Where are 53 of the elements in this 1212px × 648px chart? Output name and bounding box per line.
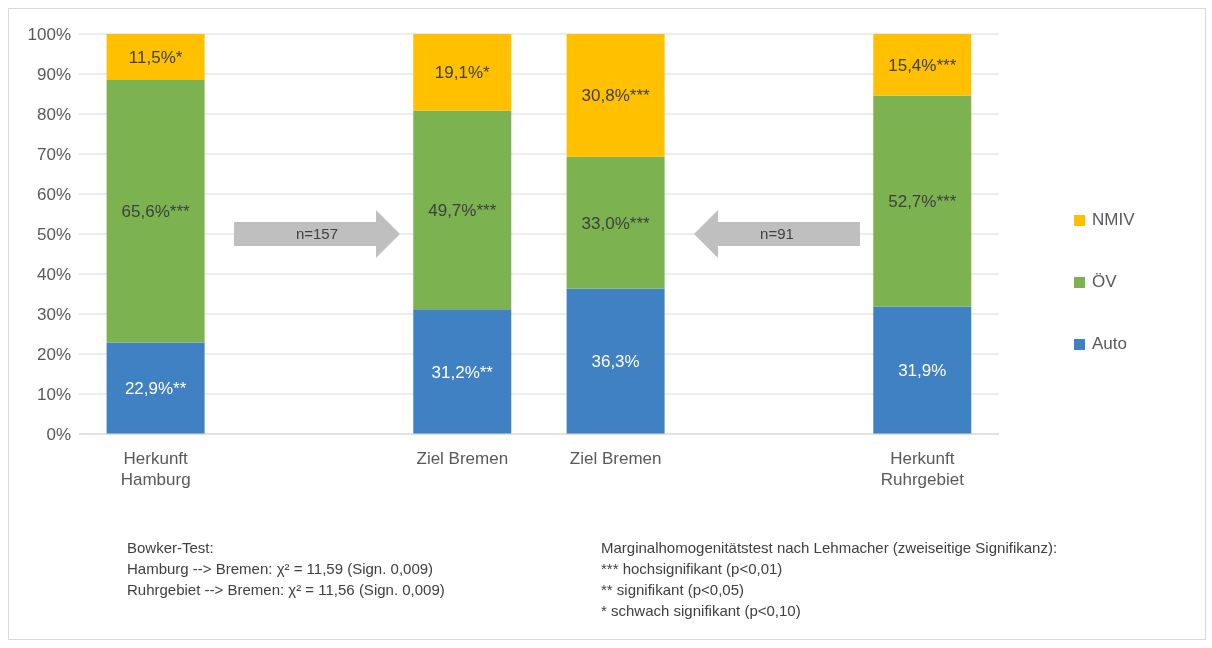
text: Marginalhomogenitätstest nach Lehmacher (zweiseitige Signifikanz):	[601, 538, 1058, 558]
annotation: n=91	[759, 225, 795, 242]
data-label: 30,8%***	[581, 86, 650, 106]
arrow-icon: n=91	[694, 210, 860, 258]
data-label: 31,9%	[898, 361, 947, 381]
text: Ruhrgebiet --> Bremen: χ² = 11,56 (Sign. 0,009)	[127, 580, 445, 600]
data-label: 11,5%*	[128, 48, 183, 67]
y-tick-label: 10%	[36, 385, 71, 405]
text: *** hochsignifikant (p<0,01)	[601, 559, 784, 579]
y-tick-label: 80%	[36, 105, 71, 125]
bar	[873, 34, 972, 96]
legend-label: Auto	[1092, 334, 1127, 354]
text: Bowker-Test:	[127, 538, 215, 558]
legend-label: NMIV	[1092, 210, 1135, 230]
bar	[106, 342, 205, 434]
data-label: 31,2%**	[431, 362, 494, 382]
y-tick-label: 40%	[36, 265, 71, 285]
x-tick-label: Herkunft Ruhrgebiet	[880, 449, 965, 489]
y-tick-label: 90%	[36, 65, 71, 85]
y-tick-label: 30%	[36, 305, 71, 325]
data-label: 22,9%**	[124, 379, 187, 399]
data-label: 49,7%***	[428, 200, 497, 220]
x-tick-label: Herkunft Hamburg	[120, 449, 191, 489]
bar	[413, 309, 512, 434]
y-tick-label: 60%	[36, 185, 71, 205]
y-tick-label: 100%	[27, 25, 71, 45]
bar	[106, 34, 205, 80]
bar	[106, 80, 205, 343]
bar	[566, 288, 665, 434]
bar	[566, 156, 665, 289]
bar	[873, 306, 972, 434]
bar	[413, 34, 512, 111]
y-tick-label: 20%	[36, 345, 71, 365]
y-tick-label: 70%	[36, 145, 71, 165]
data-label: 15,4%***	[888, 55, 957, 75]
text: ** signifikant (p<0,05)	[601, 580, 745, 600]
data-label: 36,3%	[591, 352, 640, 372]
bar	[873, 95, 972, 307]
bar	[413, 110, 512, 310]
data-label: 65,6%***	[121, 202, 190, 222]
x-tick-label: Ziel Bremen	[569, 449, 662, 468]
data-label: 19,1%*	[434, 63, 491, 83]
annotation: n=157	[294, 225, 340, 242]
text: * schwach signifikant (p<0,10)	[601, 601, 802, 621]
data-label: 33,0%***	[581, 213, 650, 233]
bar	[566, 34, 665, 157]
y-tick-label: 0%	[46, 425, 71, 445]
legend-label: ÖV	[1092, 272, 1117, 292]
text: Hamburg --> Bremen: χ² = 11,59 (Sign. 0,009)	[127, 559, 435, 579]
data-label: 52,7%***	[888, 192, 957, 211]
arrow-icon: n=157	[234, 210, 400, 258]
x-tick-label: Ziel Bremen	[416, 449, 509, 468]
y-tick-label: 50%	[36, 225, 71, 245]
